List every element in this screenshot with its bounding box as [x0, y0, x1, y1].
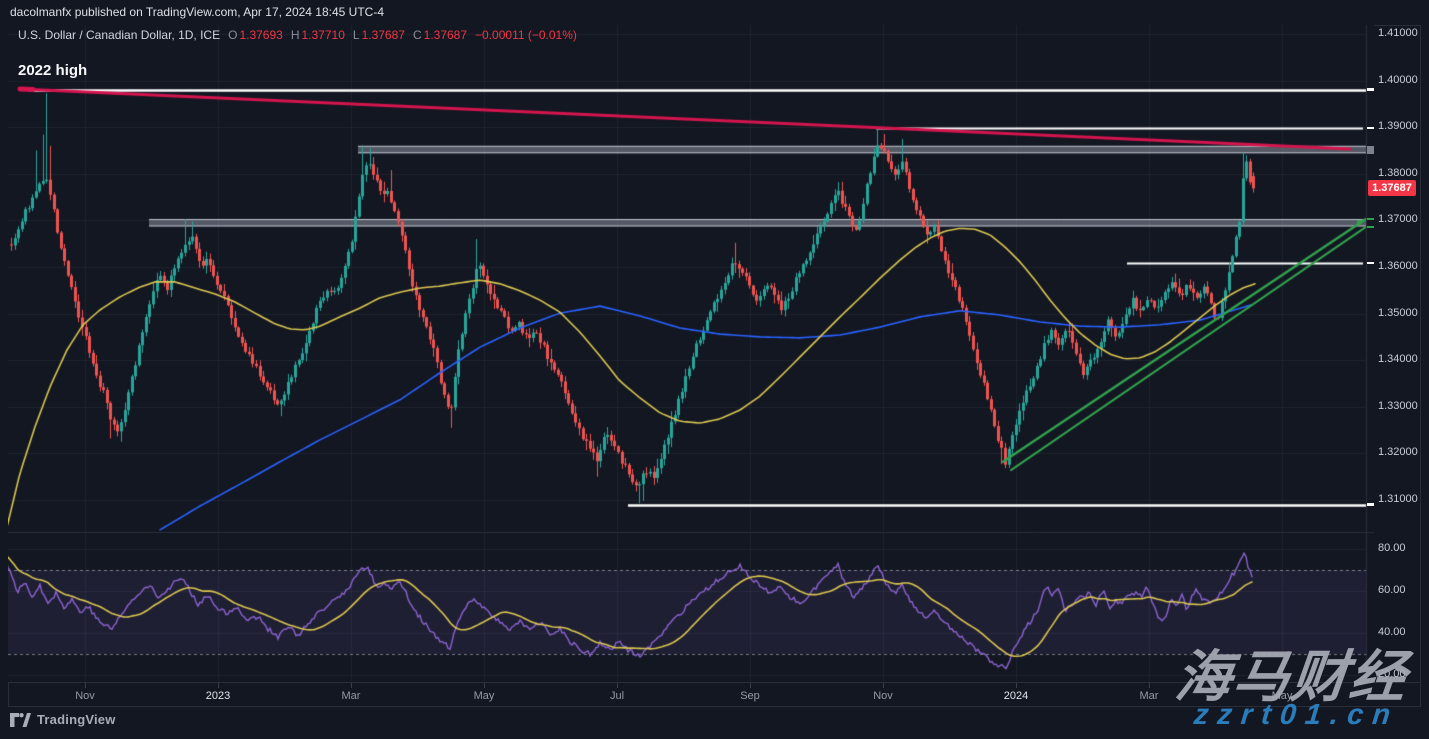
- rsi-scale-label: 80.00: [1378, 542, 1406, 554]
- price-scale-label: 1.38000: [1378, 166, 1418, 179]
- legend-low-label: L: [352, 28, 360, 42]
- time-axis-tick: [883, 683, 884, 688]
- legend-open-label: O: [228, 28, 238, 42]
- last-price-badge: 1.37687: [1368, 180, 1416, 197]
- price-scale-label: 1.41000: [1378, 27, 1418, 39]
- time-axis-label: May: [1271, 690, 1293, 702]
- price-scale-label: 1.36000: [1378, 260, 1418, 272]
- time-axis-label: 2023: [205, 690, 231, 702]
- price-scale-tick: [1367, 503, 1374, 507]
- time-axis-tick: [617, 683, 618, 688]
- price-scale-tick: [1367, 261, 1374, 264]
- legend-close-label: C: [412, 28, 422, 42]
- price-scale-tick: [1367, 88, 1374, 92]
- rsi-scale-label: 20.00: [1378, 668, 1406, 680]
- time-axis-tick: [1016, 683, 1017, 688]
- time-axis-tick: [85, 683, 86, 688]
- tradingview-logo-icon[interactable]: [10, 712, 31, 727]
- rsi-scale-label: 60.00: [1378, 584, 1406, 596]
- price-scale-label: 1.33000: [1378, 399, 1418, 412]
- legend-symbol: U.S. Dollar / Canadian Dollar, 1D, ICE: [18, 28, 221, 42]
- price-scale-label: 1.34000: [1378, 353, 1418, 366]
- price-scale-tick: [1367, 145, 1374, 154]
- price-scale-label: 1.35000: [1378, 306, 1418, 319]
- price-scale-label: 1.39000: [1378, 120, 1418, 133]
- time-axis-label: Sep: [740, 690, 760, 702]
- legend-high-label: H: [290, 28, 300, 42]
- legend-close-value: 1.37687: [423, 28, 468, 42]
- price-scale-tick: [1367, 218, 1374, 220]
- time-axis-tick: [484, 683, 485, 688]
- legend-low-value: 1.37687: [361, 28, 405, 42]
- price-scale-label: 1.31000: [1378, 493, 1418, 505]
- tradingview-brand-text[interactable]: TradingView: [37, 712, 116, 727]
- price-scale-label: 1.40000: [1378, 73, 1418, 86]
- time-axis-label: May: [473, 690, 495, 702]
- rsi-scale-label: 40.00: [1378, 626, 1406, 638]
- price-scale-tick: [1367, 127, 1374, 130]
- time-axis[interactable]: Nov 2023 Mar May Jul Sep Nov 2024 Mar May: [8, 682, 1421, 707]
- time-axis-tick: [1149, 683, 1150, 688]
- price-scale-tick: [1367, 225, 1374, 228]
- time-axis-label: Mar: [1139, 690, 1159, 702]
- time-axis-label: 2024: [1003, 690, 1029, 702]
- time-axis-label: Nov: [873, 690, 893, 702]
- time-axis-tick: [218, 683, 219, 688]
- time-axis-tick: [1282, 683, 1283, 688]
- footer: TradingView: [10, 712, 116, 727]
- time-axis-tick: [351, 683, 352, 688]
- time-axis-label: Nov: [75, 690, 95, 702]
- time-axis-label: Mar: [341, 690, 361, 702]
- time-axis-tick: [750, 683, 751, 688]
- watermark-url-text: zzrt01.cn: [1192, 699, 1401, 731]
- price-chart-canvas[interactable]: [8, 25, 1374, 682]
- chart-legend[interactable]: U.S. Dollar / Canadian Dollar, 1D, ICE O 1…: [18, 28, 577, 42]
- price-scale-label: 1.37000: [1378, 213, 1418, 226]
- time-axis-label: Jul: [609, 690, 625, 702]
- legend-high-value: 1.37710: [301, 28, 345, 42]
- price-scale-label: 1.32000: [1378, 446, 1418, 459]
- annotation-2022-high: 2022 high: [18, 62, 88, 79]
- attribution-text: dacolmanfx published on TradingView.com,…: [10, 5, 385, 19]
- legend-change-value: −0.00011 (−0.01%): [475, 28, 577, 42]
- legend-open-value: 1.37693: [239, 28, 283, 42]
